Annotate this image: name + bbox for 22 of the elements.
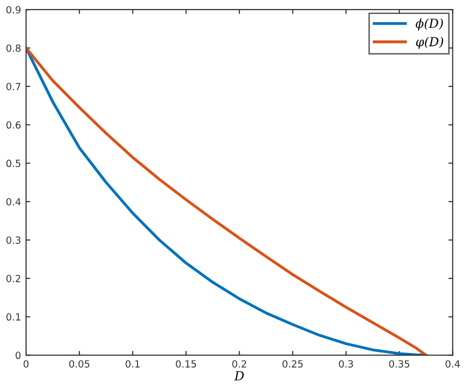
x-tick-label: 0.25 (282, 360, 303, 368)
x-tick-label: 0.35 (389, 360, 410, 368)
y-tick-label: 0.4 (6, 198, 21, 206)
y-tick-label: 0.7 (6, 82, 20, 90)
y-tick-label: 0.8 (6, 44, 21, 52)
y-tick-label: 0.5 (6, 160, 20, 168)
x-tick-label: 0.1 (126, 360, 140, 368)
x-axis-title: D (234, 371, 244, 380)
x-tick-label: 0.2 (232, 360, 246, 368)
x-tick-label: 0.4 (446, 360, 460, 368)
legend-label: ϕ(D) (416, 18, 443, 30)
y-tick-label: 0.1 (6, 313, 20, 321)
y-tick-label: 0.6 (6, 121, 21, 129)
y-tick-label: 0.3 (6, 236, 20, 244)
x-tick-label: 0.15 (176, 360, 196, 368)
y-tick-label: 0.2 (6, 274, 20, 282)
x-tick-label: 0 (24, 360, 29, 368)
y-tick-label: 0 (16, 352, 21, 360)
y-tick-label: 0.9 (6, 6, 21, 14)
x-tick-label: 0.05 (69, 360, 90, 368)
legend-label: φ(D) (416, 36, 444, 49)
x-tick-label: 0.3 (338, 360, 353, 368)
